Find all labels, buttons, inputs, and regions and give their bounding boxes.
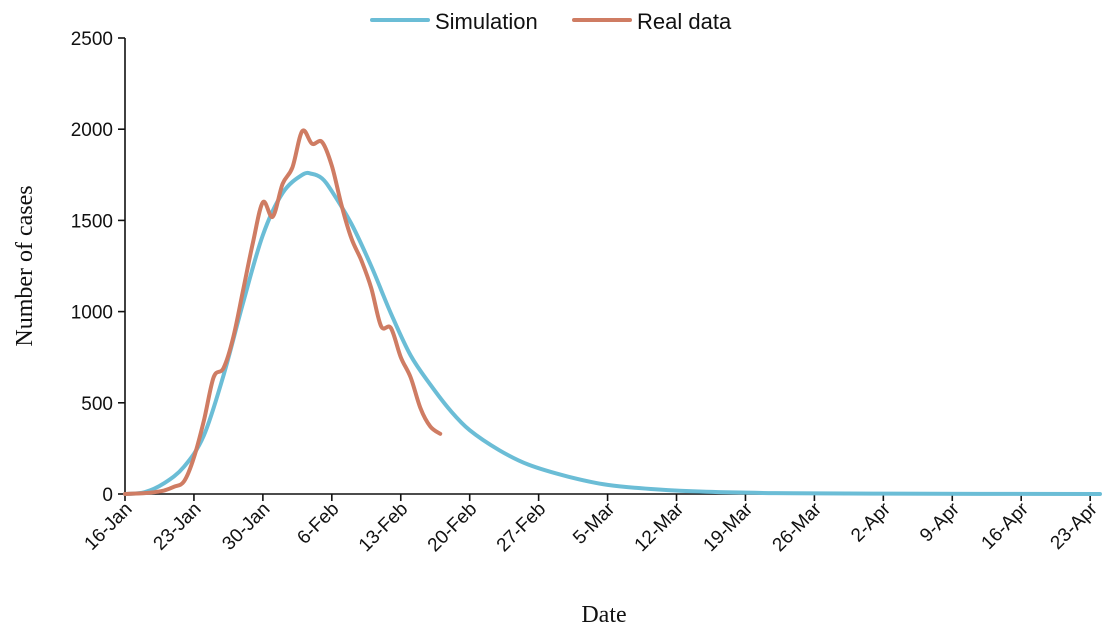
x-tick-label: 2-Apr [847,498,895,546]
legend: Simulation Real data [370,9,732,34]
x-axis-ticks: 16-Jan 23-Jan 30-Jan 6-Feb 13-Feb 20-Feb 27-Fe… [81,494,1102,556]
x-tick-label: 12-Mar [631,498,689,556]
y-axis-title: Number of cases [12,185,38,346]
y-tick-label: 2500 [71,29,113,50]
series-line-simulation [123,170,1102,496]
x-tick-label: 19-Mar [700,498,758,556]
y-tick-label: 2000 [71,120,113,141]
x-tick-label: 26-Mar [769,498,827,556]
x-axis-title: Date [581,602,626,628]
x-tick-label: 30-Jan [218,499,274,555]
y-tick-label: 0 [102,485,113,506]
legend-label-simulation: Simulation [435,9,538,34]
legend-label-real-data: Real data [637,9,732,34]
series-line-real-data [123,128,443,496]
x-tick-label: 23-Apr [1047,498,1102,554]
x-tick-label: 16-Jan [81,499,137,555]
x-tick-label: 16-Apr [978,498,1034,554]
x-tick-label: 5-Mar [569,498,619,548]
x-tick-label: 9-Apr [916,498,964,546]
x-tick-label: 27-Feb [493,499,550,556]
y-tick-label: 1500 [71,211,113,232]
x-tick-label: 13-Feb [355,499,412,556]
x-tick-label: 6-Feb [293,499,343,549]
y-axis-ticks: 0 500 1000 1500 2000 2500 [71,29,125,506]
y-tick-label: 1000 [71,303,113,324]
x-tick-label: 23-Jan [150,499,206,555]
x-tick-label: 20-Feb [424,499,481,556]
y-tick-label: 500 [81,394,113,415]
